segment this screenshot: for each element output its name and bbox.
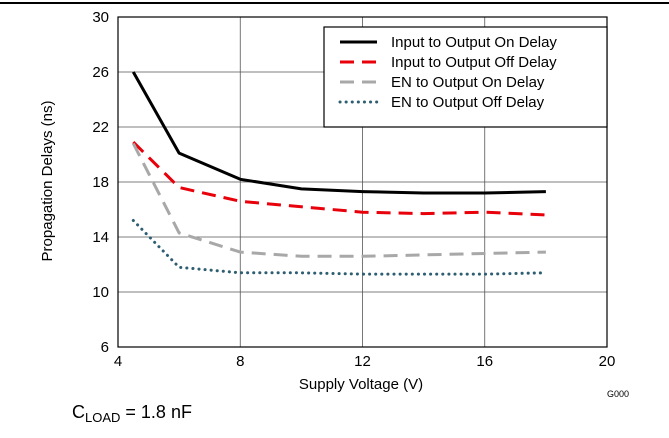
load-capacitance-note: CLOAD = 1.8 nF — [72, 402, 192, 425]
y-axis-title: Propagation Delays (ns) — [39, 101, 56, 262]
legend-label-4: EN to Output Off Delay — [391, 94, 545, 111]
series-line-4 — [131, 219, 548, 276]
legend-box — [323, 26, 608, 128]
series-line-1 — [131, 71, 546, 195]
y-tick-label: 30 — [92, 9, 109, 26]
legend-label-2: Input to Output Off Delay — [391, 54, 557, 71]
x-tick-label: 8 — [236, 353, 244, 370]
legend-label-1: Input to Output On Delay — [391, 34, 557, 51]
series-layer — [131, 71, 548, 276]
y-tick-label: 26 — [92, 64, 109, 81]
x-tick-labels: 4 8 12 16 20 — [114, 353, 616, 370]
cload-subscript: LOAD — [85, 410, 121, 425]
legend: Input to Output On Delay Input to Output … — [323, 26, 608, 128]
figure-code: G000 — [607, 389, 630, 399]
y-tick-label: 14 — [92, 229, 109, 246]
cload-prefix: C — [72, 402, 85, 422]
x-tick-label: 20 — [599, 353, 616, 370]
y-tick-label: 6 — [101, 339, 109, 356]
legend-label-3: EN to Output On Delay — [391, 74, 545, 91]
top-border-rule — [0, 2, 669, 4]
x-tick-label: 4 — [114, 353, 122, 370]
x-tick-label: 16 — [476, 353, 493, 370]
plot-frame — [117, 16, 608, 348]
y-tick-label: 18 — [92, 174, 109, 191]
y-tick-label: 22 — [92, 119, 109, 136]
x-axis-title: Supply Voltage (V) — [299, 376, 423, 393]
cload-value: = 1.8 nF — [120, 402, 192, 422]
y-tick-label: 10 — [92, 284, 109, 301]
x-tick-label: 12 — [354, 353, 371, 370]
y-tick-labels: 6 10 14 18 22 26 30 — [92, 9, 109, 356]
series-line-2 — [132, 141, 546, 217]
series-line-3 — [131, 142, 546, 258]
